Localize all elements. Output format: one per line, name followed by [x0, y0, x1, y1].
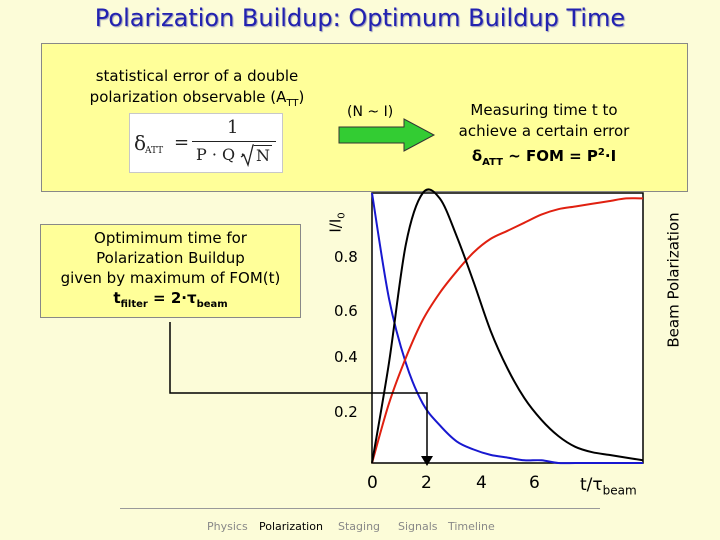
fom-curve: [371, 188, 644, 464]
arrow-right-icon: [338, 118, 436, 152]
x-tick-label: 0: [367, 473, 378, 493]
nav-link-timeline[interactable]: Timeline: [448, 520, 495, 533]
connector-arrowhead: [421, 456, 433, 466]
nav-divider: [120, 508, 600, 509]
stat-line-2: polarization observable (ATT): [89, 88, 305, 109]
x-tick-label: 2: [421, 473, 432, 493]
error-formula: δ ATT = 1 P · Q · N: [129, 113, 283, 173]
measuring-time-text: Measuring time t to achieve a certain er…: [458, 101, 630, 168]
x-tick-label: 4: [476, 473, 487, 493]
x-axis-label: t/τbeam: [580, 475, 637, 498]
right-axis-label: Beam Polarization: [664, 212, 683, 348]
y-tick-label: 0.4: [334, 348, 358, 366]
n-proportional-label: (N ~ I): [347, 104, 394, 120]
left-axis-label: I/I0: [326, 212, 348, 233]
plot-frame: [371, 192, 644, 464]
stat-line-1: statistical error of a double: [95, 67, 299, 85]
y-tick-label: 0.6: [334, 302, 358, 320]
x-tick-label: 6: [529, 473, 540, 493]
fraction-bar: [192, 141, 276, 142]
y-tick-label: 0.2: [334, 403, 358, 421]
optimum-time-box: Optimimum time for Polarization Buildup …: [40, 224, 301, 318]
connector-line: [169, 322, 428, 462]
intensity-curve: [371, 192, 643, 465]
y-tick-label: 0.8: [334, 248, 358, 266]
sqrt-icon: [240, 144, 254, 168]
polarization-curve: [371, 197, 644, 464]
nav-link-polarization[interactable]: Polarization: [259, 520, 323, 533]
nav-link-signals[interactable]: Signals: [398, 520, 438, 533]
nav-link-physics[interactable]: Physics: [207, 520, 248, 533]
statistical-error-text: statistical error of a double polarizati…: [62, 66, 332, 114]
nav-link-staging[interactable]: Staging: [338, 520, 381, 533]
slide-title: Polarization Buildup: Optimum Buildup Ti…: [94, 4, 626, 32]
